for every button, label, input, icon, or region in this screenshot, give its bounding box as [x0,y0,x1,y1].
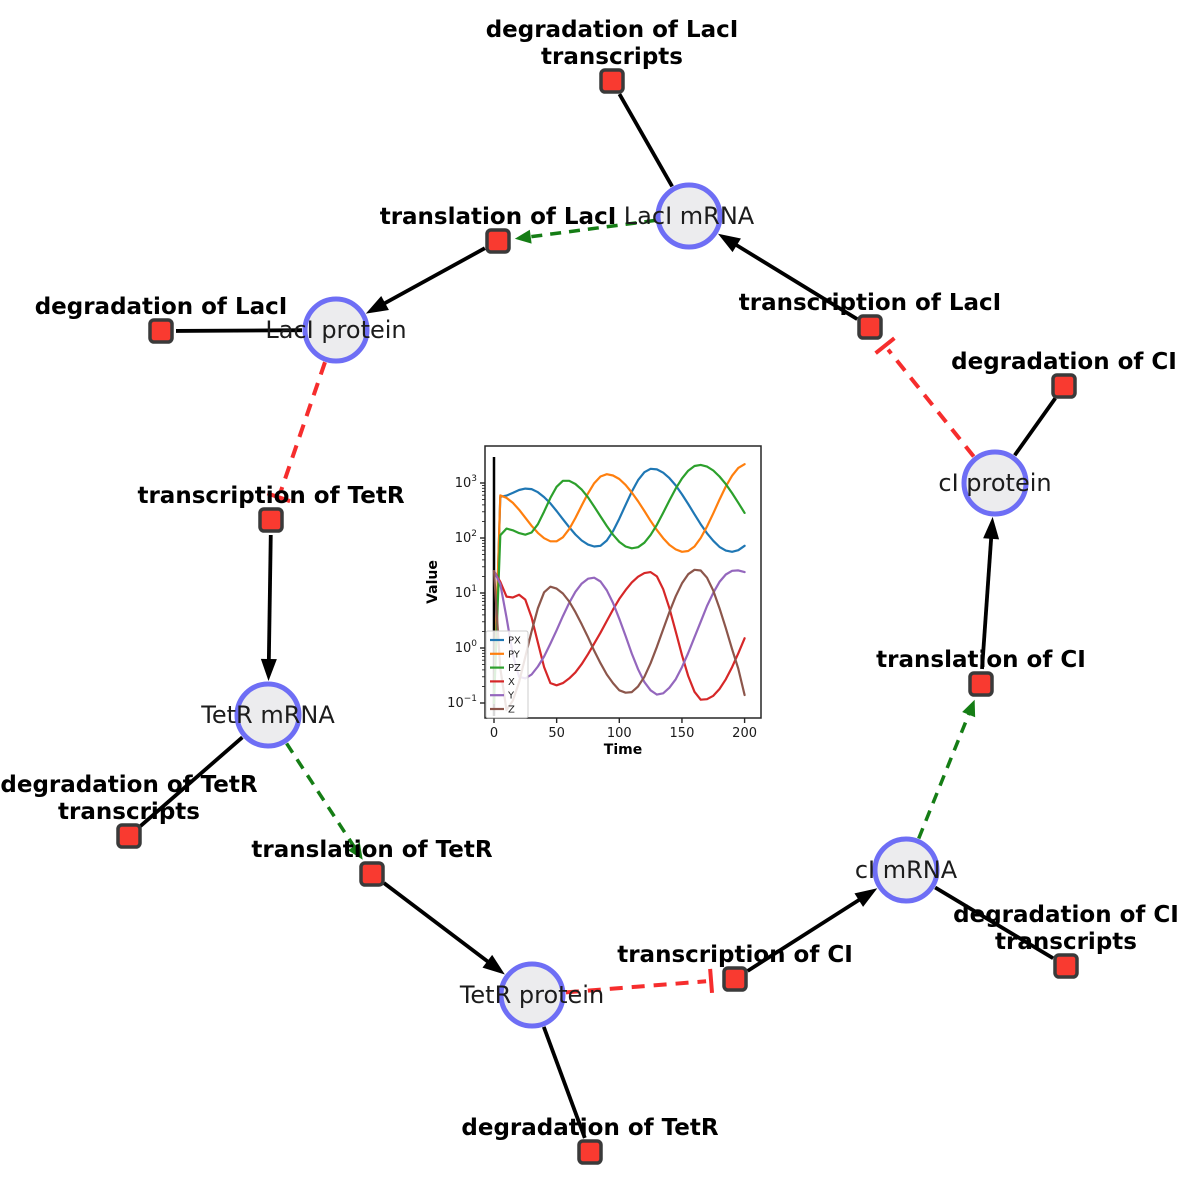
chart-series-PX [492,467,746,705]
chart-x-tick-200: 200 [732,726,757,741]
reaction-node-tx-laci[interactable] [857,314,883,340]
nodes-layer [116,68,1079,1165]
reaction-label-transl-laci-line1: translation of LacI [380,204,617,230]
species-label-tetr-protein: TetR protein [459,981,604,1009]
edge-production-transl-laci-laci-protein [365,246,486,314]
reaction-label-deg-tetr-line1: degradation of TetR [461,1115,718,1141]
labels-layer: LacI mRNA LacI protein TetR mRNA TetR prote… [0,17,1178,1141]
chart-series-Y [492,569,746,696]
chart-y-tick-1e1: 101 [455,584,477,601]
edges-layer [139,93,1057,1139]
edge-production-transl-ci-ci-protein [980,516,1000,670]
edge-consumption-laci-protein-deg-laci [175,328,303,333]
species-node-laci-protein[interactable] [302,296,370,364]
species-label-ci-protein: cI protein [938,469,1051,497]
chart-legend-label-Z: Z [508,705,515,716]
chart-series-PZ [492,463,746,705]
chart-x-tick-100: 100 [607,726,632,741]
reaction-label-deg-laci-line1: degradation of LacI [35,294,288,320]
chart-y-axis: 103 102 101 100 10−1 Value [425,474,485,711]
chart-legend-box [485,630,529,719]
edge-production-tx-ci-ci-mrna [746,888,878,973]
species-label-tetr-mrna: TetR mRNA [200,701,335,729]
reaction-label-tx-laci-line1: transcription of LacI [739,290,1002,316]
edge-modifier-ci-mrna-transl-ci [917,699,976,840]
reaction-node-tx-tetr[interactable] [258,507,284,533]
edge-production-transl-tetr-tetr-protein [382,881,505,975]
inset-chart: 0 50 100 150 200Time10310210110010−1ValuePXP… [425,445,762,758]
chart-legend-label-PX: PX [508,636,521,647]
edge-consumption-laci-mrna-deg-laci-tx [617,93,674,188]
edge-modifier-tetr-mrna-transl-tetr [285,742,363,860]
chart-x-tick-50: 50 [548,726,565,741]
chart-y-tick-1e-1: 10−1 [447,694,477,711]
reaction-label-transl-tetr-line1: translation of TetR [251,837,492,863]
species-node-tetr-protein[interactable] [498,961,566,1029]
reaction-label-deg-laci-tx-line2: transcripts [541,44,683,70]
reaction-node-deg-tetr-tx[interactable] [116,823,142,849]
chart-series-group [492,463,746,712]
chart-x-axis: 0 50 100 150 200 Time [490,718,757,758]
edge-inhibition-tetr-protein-tx-ci [565,968,715,995]
chart-y-label: Value [425,560,441,604]
edge-consumption-tetr-mrna-deg-tetr-tx [139,735,244,828]
chart-legend-label-Y: Y [507,691,515,702]
species-node-tetr-mrna[interactable] [234,681,302,749]
edge-consumption-ci-mrna-deg-ci-tx [934,885,1055,960]
chart-y-tick-1e0: 100 [455,639,478,656]
edge-production-tx-tetr-tetr-mrna [260,534,277,682]
species-node-ci-mrna[interactable] [872,836,940,904]
reaction-node-deg-laci-tx[interactable] [599,68,625,94]
reaction-node-deg-tetr[interactable] [577,1139,603,1165]
reaction-node-deg-laci[interactable] [148,318,174,344]
edge-modifier-laci-mrna-transl-laci [514,218,656,244]
chart-series-PY [492,463,746,705]
edge-consumption-ci-protein-deg-ci [1013,397,1057,457]
chart-x-tick-0: 0 [490,726,498,741]
reaction-label-tx-ci-line1: transcription of CI [617,942,853,968]
reaction-node-transl-tetr[interactable] [359,861,385,887]
chart-frame [484,445,762,719]
chart-x-label: Time [604,742,642,758]
species-label-ci-mrna: cI mRNA [855,856,958,884]
reaction-label-deg-ci-tx-line1: degradation of CI [953,902,1179,928]
reaction-node-transl-laci[interactable] [485,228,511,254]
chart-y-tick-1e2: 102 [455,529,477,546]
chart-legend: PX PY PZ XYZ [485,630,529,719]
edge-inhibition-laci-protein-tx-tetr [266,361,327,504]
reaction-node-transl-ci[interactable] [968,671,994,697]
reaction-label-transl-ci-line1: translation of CI [876,647,1086,673]
species-node-laci-mrna[interactable] [655,182,723,250]
reaction-node-tx-ci[interactable] [722,966,748,992]
reaction-label-deg-ci-line1: degradation of CI [951,349,1177,375]
reaction-node-deg-ci-tx[interactable] [1053,953,1079,979]
chart-series-Z [492,568,746,712]
edge-production-tx-laci-laci-mrna [717,233,859,321]
edge-inhibition-ci-protein-tx-laci [874,336,976,458]
reaction-label-tx-tetr-line1: transcription of TetR [137,483,404,509]
reaction-label-deg-laci-tx-line1: degradation of LacI [486,17,739,43]
species-label-laci-protein: LacI protein [265,316,406,344]
reaction-label-deg-tetr-tx-line2: transcripts [58,799,200,825]
reaction-node-deg-ci[interactable] [1051,373,1077,399]
chart-legend-label-X: X [508,677,515,688]
chart-legend-label-PY: PY [508,649,521,660]
chart-y-tick-1e3: 103 [455,474,477,491]
reaction-label-deg-tetr-tx-line1: degradation of TetR [0,772,257,798]
chart-series-X [492,570,746,701]
reaction-label-deg-ci-tx-line2: transcripts [995,929,1137,955]
chart-x-tick-150: 150 [670,726,695,741]
species-node-ci-protein[interactable] [961,449,1029,517]
chart-legend-label-PZ: PZ [508,663,521,674]
species-label-laci-mrna: LacI mRNA [624,202,755,230]
chart-plot-area [485,446,761,718]
edge-consumption-tetr-protein-deg-tetr [541,1026,587,1139]
